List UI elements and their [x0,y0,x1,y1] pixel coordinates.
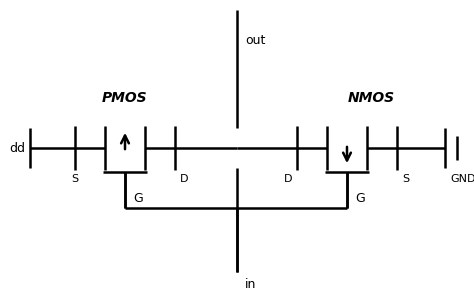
Text: dd: dd [9,142,25,154]
Text: G: G [133,192,143,205]
Text: G: G [355,192,365,205]
Text: NMOS: NMOS [347,91,394,105]
Text: D: D [283,174,292,184]
Text: S: S [72,174,79,184]
Text: out: out [245,34,265,46]
Text: D: D [180,174,189,184]
Text: GND: GND [450,174,474,184]
Text: PMOS: PMOS [102,91,148,105]
Text: in: in [245,278,256,292]
Text: S: S [402,174,409,184]
